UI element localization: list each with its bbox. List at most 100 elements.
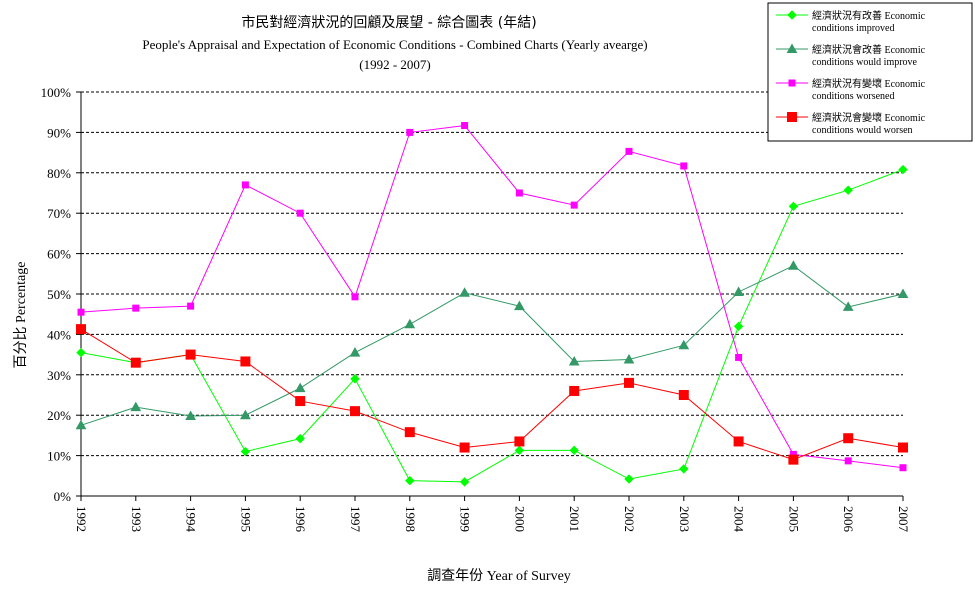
data-point (788, 454, 799, 465)
data-point (733, 286, 744, 296)
data-point (459, 442, 470, 453)
data-point (240, 356, 251, 367)
data-point (788, 201, 799, 212)
data-point (240, 409, 251, 420)
data-point (404, 427, 415, 438)
x-tick-label: 2001 (567, 506, 582, 532)
data-point (514, 300, 525, 311)
x-tick-label: 1996 (293, 506, 308, 533)
data-point (295, 396, 306, 407)
legend-label: 經濟狀況會改善 Economic (812, 43, 926, 56)
data-point (898, 442, 908, 453)
x-axis-label: 調查年份 Year of Survey (427, 568, 571, 584)
data-point (294, 382, 306, 393)
data-point (75, 419, 87, 430)
data-point (130, 357, 141, 368)
y-axis-label: 百分比 Percentage (13, 262, 29, 369)
legend-swatch-marker (788, 79, 796, 87)
data-point (623, 353, 635, 364)
chart-titles: 市民對經濟狀況的回顧及展望 - 綜合圖表 (年結) People's Appra… (142, 14, 647, 72)
data-point (185, 410, 196, 421)
data-point (625, 147, 633, 155)
series-line (80, 169, 904, 483)
data-point (76, 324, 86, 335)
x-tick-label: 2005 (786, 506, 801, 532)
data-point (240, 446, 251, 457)
data-point (187, 302, 195, 310)
data-point (349, 347, 361, 357)
data-point (295, 433, 305, 444)
data-point (897, 288, 909, 298)
series-layer (75, 122, 909, 487)
x-tick-label: 1997 (348, 506, 363, 533)
data-point (624, 474, 634, 484)
data-point (351, 293, 359, 301)
data-point (844, 457, 852, 465)
y-tick-label: 70% (47, 206, 71, 221)
data-point (899, 464, 907, 472)
y-axis-ticks: 0% 10% 20% 30% 40% 50% 60% 70% 80% 90% 100% (41, 85, 81, 504)
series-4 (76, 324, 908, 465)
legend-swatch-marker (786, 43, 798, 53)
data-point (843, 433, 854, 444)
legend-label: conditions worsened (812, 91, 895, 102)
data-point (680, 162, 688, 170)
data-point (350, 406, 360, 417)
data-point (624, 377, 634, 388)
data-point (514, 436, 525, 447)
x-tick-label: 1993 (129, 506, 144, 532)
data-point (678, 339, 690, 350)
x-tick-label: 1994 (184, 506, 199, 533)
data-point (733, 436, 744, 447)
data-point (842, 301, 854, 311)
series-line (80, 328, 904, 461)
data-point (76, 347, 86, 358)
y-tick-label: 30% (47, 368, 71, 383)
data-point (570, 201, 578, 209)
x-tick-label: 2002 (622, 506, 637, 532)
data-point (678, 390, 689, 400)
y-tick-label: 100% (41, 85, 72, 100)
data-point (843, 185, 853, 195)
legend-label: 經濟狀況有改善 Economic (812, 9, 926, 22)
x-tick-label: 2006 (841, 506, 856, 533)
y-tick-label: 40% (47, 327, 71, 342)
data-point (898, 164, 908, 175)
data-point (515, 189, 523, 197)
data-point (130, 401, 142, 412)
legend-box (767, 2, 973, 142)
x-tick-label: 1999 (458, 506, 473, 532)
data-point (296, 209, 304, 217)
data-point (350, 374, 360, 384)
legend-label: 經濟狀況有變壞 Economic (812, 77, 926, 90)
data-point (514, 445, 525, 456)
legend-label: conditions would worsen (812, 125, 913, 136)
x-tick-label: 1998 (403, 506, 418, 532)
legend-swatch-marker (787, 112, 797, 122)
y-tick-label: 90% (47, 125, 71, 140)
data-point (568, 355, 580, 366)
data-point (405, 475, 415, 486)
legend-swatch-marker (787, 10, 797, 20)
data-point (459, 477, 470, 487)
series-3 (77, 122, 907, 472)
chart-subtitle: People's Appraisal and Expectation of Ec… (142, 37, 647, 52)
x-tick-label: 2007 (896, 506, 911, 533)
x-tick-label: 1995 (238, 506, 253, 532)
data-point (406, 128, 414, 136)
y-tick-label: 20% (47, 408, 71, 423)
data-point (735, 353, 743, 361)
y-tick-label: 0% (54, 489, 72, 504)
data-point (788, 260, 799, 270)
data-point (569, 445, 579, 456)
legend-label: conditions would improve (812, 57, 918, 68)
data-point (461, 122, 469, 130)
data-point (459, 287, 470, 297)
data-point (679, 464, 689, 474)
x-tick-label: 2000 (512, 506, 527, 532)
x-axis-ticks: 1992 1993 1994 1995 1996 1997 1998 1999 2000 2001… (74, 496, 911, 533)
x-tick-label: 1992 (74, 506, 89, 532)
